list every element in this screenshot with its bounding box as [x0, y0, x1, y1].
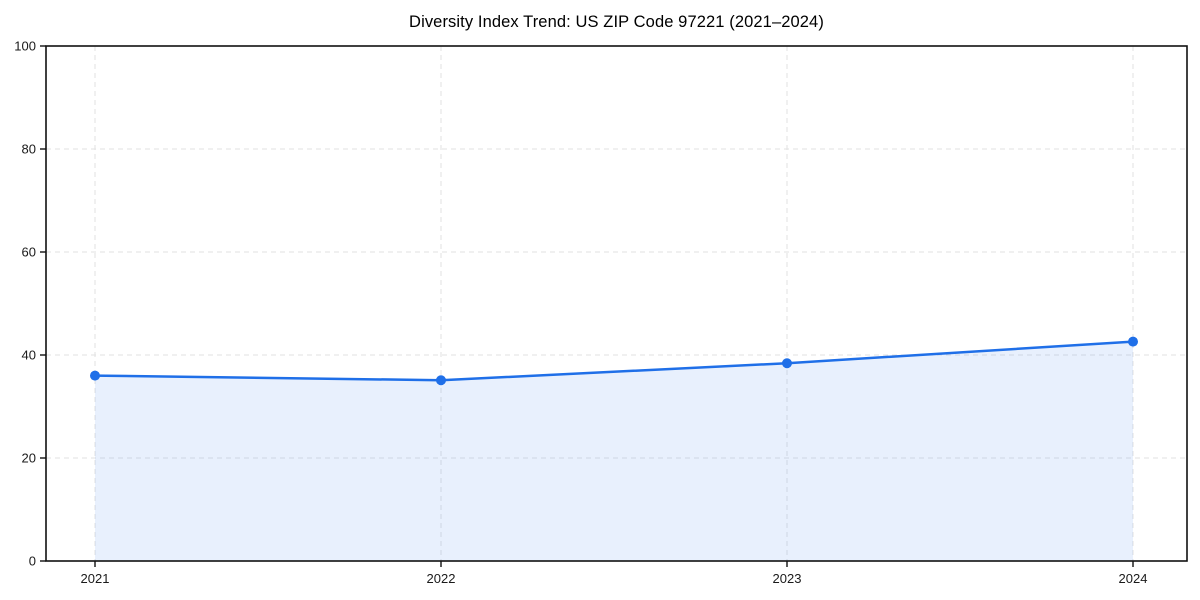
x-tick-label: 2022	[427, 571, 456, 586]
chart-title: Diversity Index Trend: US ZIP Code 97221…	[409, 13, 824, 31]
x-tick-label: 2023	[773, 571, 802, 586]
y-tick-label: 20	[22, 451, 36, 466]
x-tick-label: 2024	[1119, 571, 1148, 586]
y-tick-label: 40	[22, 348, 36, 363]
x-tick-label: 2021	[81, 571, 110, 586]
data-point-marker	[1128, 336, 1138, 347]
trend-line	[93, 340, 1135, 382]
area-fill	[95, 341, 1133, 561]
y-tick-label: 80	[22, 142, 36, 157]
data-point-marker	[90, 370, 100, 381]
y-tick-label: 60	[22, 245, 36, 260]
y-tick-label: 100	[14, 39, 36, 54]
data-point-marker	[782, 358, 792, 369]
data-point-marker	[436, 375, 446, 386]
plot-border	[45, 45, 1188, 562]
y-tick-label: 0	[29, 554, 36, 569]
